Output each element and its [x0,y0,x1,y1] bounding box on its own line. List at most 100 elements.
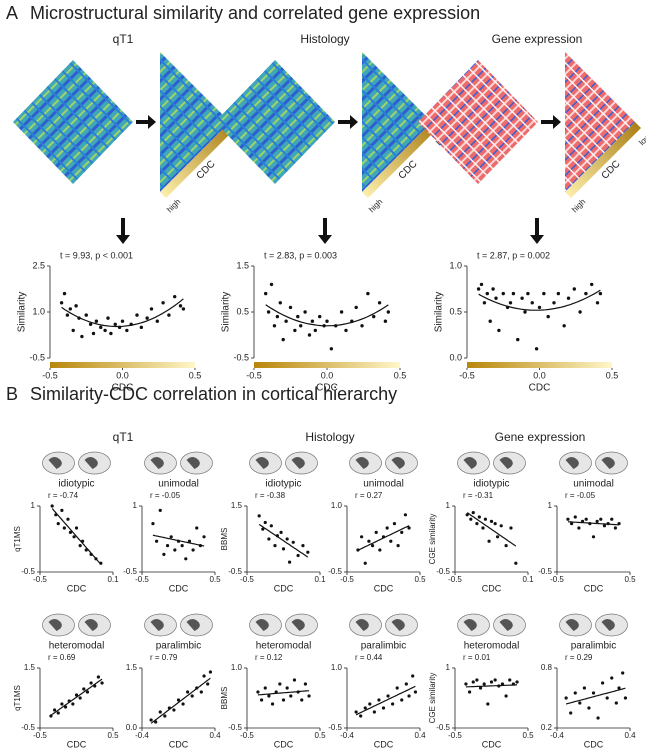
data-point [564,696,568,700]
data-point [113,322,117,326]
annotation: t = 2.87, p = 0.002 [477,250,550,260]
data-point [497,328,501,333]
data-point [488,319,492,323]
y-axis-label: Similarity [434,292,445,333]
data-point [184,557,188,561]
data-point [509,526,513,530]
fit-line [466,512,517,547]
data-point [71,702,75,706]
data-point [66,517,70,521]
y-tick-label: -0.5 [21,723,35,732]
annotation: r = 0.79 [150,653,178,662]
data-point [94,319,99,323]
data-point [360,324,364,328]
data-point [491,287,495,291]
data-point [367,539,371,543]
data-point [155,319,159,323]
brain-region [186,457,200,469]
annotation: r = 0.01 [463,653,491,662]
data-point [598,291,603,296]
y-tick-label: -0.5 [538,567,552,576]
data-point [173,294,177,299]
cdc-gradient [50,362,195,368]
data-point [139,325,144,330]
data-point [285,537,289,541]
data-point [623,696,628,700]
data-point [595,519,599,524]
x-tick-label: 0.1 [107,575,119,584]
data-point [591,691,596,695]
x-tick-label: -0.5 [340,575,354,584]
data-point [275,314,280,319]
data-point [499,524,503,528]
cdc-gradient [362,122,438,198]
data-point [485,291,489,296]
data-point [267,694,271,698]
data-point [289,694,293,698]
brain-region [355,457,369,469]
data-point [493,522,497,526]
panel-title: Similarity-CDC correlation in cortical h… [30,384,397,404]
x-axis-label: CDC [67,739,87,749]
x-tick-label: 0.5 [606,370,619,380]
data-point [465,513,469,517]
data-point [526,291,530,296]
data-point [269,524,273,528]
data-point [78,696,82,700]
y-tick-label: 0.0 [126,723,138,732]
data-point [464,682,468,686]
cdc-gradient [160,122,236,198]
x-axis-label: CDC [584,583,604,593]
data-point [278,301,282,305]
fit-line [265,304,389,327]
data-point [395,686,399,690]
class-label: heteromodal [49,641,105,652]
x-tick-label: 0.1 [314,575,326,584]
y-tick-label: 1 [446,501,451,510]
data-point [566,296,571,300]
class-label: unimodal [158,479,199,490]
data-point [471,510,475,515]
cdc-gradient [254,362,400,368]
x-axis-label: CDC [374,739,394,749]
data-point [534,347,539,351]
y-tick-label: 1.0 [331,501,343,510]
data-point [91,331,96,336]
x-tick-label: 0.5 [394,370,407,380]
data-point [151,522,155,526]
data-point [363,706,367,710]
x-tick-label: -0.4 [340,731,354,740]
data-point [404,682,408,686]
data-point [413,690,418,694]
data-point [106,316,110,320]
similarity-matrix [418,60,538,184]
brain-region [565,619,579,631]
data-point [584,517,588,521]
fit-line [565,687,626,705]
panel-label: A [6,3,18,23]
data-point [263,520,267,525]
brain-region [255,619,269,631]
data-point [475,678,479,682]
brain-region [601,619,615,631]
data-point [508,678,512,682]
data-point [537,305,542,310]
class-label: unimodal [573,479,614,490]
data-point [267,537,271,541]
brain-region [463,619,477,631]
data-point [599,517,603,521]
data-point [542,291,546,296]
x-tick-label: 0.5 [414,575,426,584]
data-point [587,706,591,710]
data-point [82,687,86,691]
data-point [306,550,310,554]
ordered-matrix [160,52,230,192]
data-point [504,694,508,698]
data-point [307,333,312,337]
x-tick-label: -0.5 [33,575,47,584]
y-tick-label: 0.5 [449,306,462,316]
data-point [383,319,388,323]
data-point [85,690,90,694]
ordered-matrix [565,52,635,192]
y-tick-label: -0.5 [123,567,137,576]
